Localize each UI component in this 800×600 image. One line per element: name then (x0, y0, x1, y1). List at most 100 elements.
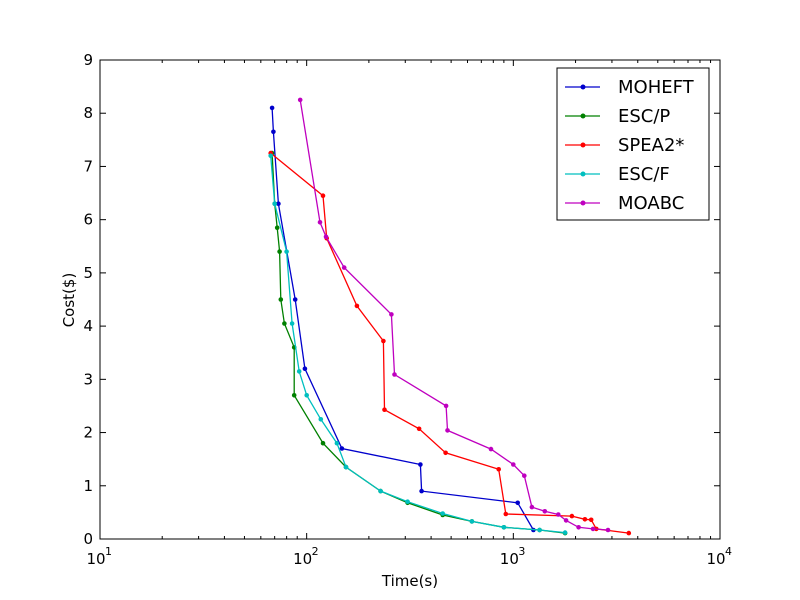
data-point (562, 530, 568, 535)
data-point (339, 446, 345, 451)
data-point (522, 473, 527, 479)
x-tick-label: 10 (293, 550, 312, 568)
x-tick-label: 10 (86, 550, 105, 568)
legend-label: MOABC (618, 193, 684, 214)
y-tick-label: 8 (83, 104, 93, 122)
x-tick-exponent: 1 (105, 545, 112, 558)
data-point (440, 511, 446, 516)
data-point (537, 527, 542, 533)
y-tick-label: 9 (83, 51, 93, 69)
legend-swatch-marker (580, 171, 586, 177)
y-tick-label: 5 (83, 264, 93, 282)
legend-swatch-marker (580, 113, 586, 119)
series-line (271, 153, 566, 534)
y-tick-label: 6 (83, 211, 93, 229)
data-point (272, 201, 278, 206)
data-point (378, 488, 383, 494)
series-line (270, 155, 566, 534)
data-point (542, 509, 548, 514)
data-point (284, 249, 289, 254)
y-tick-label: 0 (83, 530, 93, 548)
data-point (443, 450, 448, 456)
data-point (588, 517, 594, 523)
data-point (405, 499, 410, 505)
legend-entry: MOABC (565, 193, 684, 214)
legend-entry: ESC/F (565, 164, 670, 185)
data-point (291, 393, 297, 398)
data-point (382, 407, 387, 413)
x-tick-exponent: 3 (518, 545, 525, 558)
data-point (582, 517, 588, 522)
data-point (323, 234, 329, 239)
series-line (299, 99, 609, 531)
data-point (304, 393, 310, 398)
y-tick-label: 3 (83, 370, 93, 388)
data-point (343, 464, 349, 470)
x-tick-exponent: 2 (312, 545, 319, 558)
data-point (276, 201, 281, 206)
series-line (271, 107, 534, 531)
data-point (278, 297, 284, 302)
series-0 (269, 105, 536, 533)
y-tick-label: 7 (83, 157, 93, 175)
legend-label: MOHEFT (618, 77, 695, 98)
data-point (282, 321, 287, 326)
data-point (419, 488, 424, 494)
data-point (289, 321, 295, 326)
data-point (318, 417, 324, 422)
data-point (320, 193, 326, 198)
legend-entry: MOHEFT (565, 77, 695, 98)
series-2 (268, 150, 632, 536)
series-3 (268, 153, 568, 535)
series-layer (268, 97, 632, 536)
data-point (271, 129, 276, 135)
legend-label: SPEA2* (618, 135, 684, 156)
data-point (269, 105, 275, 111)
legend-label: ESC/F (618, 164, 670, 185)
data-point (556, 512, 561, 517)
x-tick-label: 10 (500, 550, 519, 568)
data-point (515, 500, 520, 506)
data-point (341, 265, 347, 270)
x-axis-label: Time(s) (381, 572, 438, 590)
data-point (334, 440, 340, 446)
data-point (268, 153, 274, 159)
data-point (354, 303, 360, 309)
plot-frame (99, 59, 721, 540)
data-point (576, 525, 581, 530)
data-point (445, 428, 450, 433)
data-point (626, 530, 632, 536)
data-point (416, 426, 422, 432)
data-point (529, 504, 535, 510)
legend-entry: SPEA2* (565, 135, 684, 156)
legend-swatch-marker (580, 84, 586, 90)
data-point (563, 518, 569, 523)
data-point (277, 249, 282, 254)
data-point (569, 513, 575, 519)
legend-entry: ESC/P (565, 106, 670, 127)
data-point (488, 446, 494, 452)
legend-swatch-marker (580, 200, 586, 206)
data-point (469, 519, 475, 524)
data-point (381, 338, 386, 344)
series-1 (269, 150, 568, 536)
data-point (296, 369, 302, 374)
data-point (590, 526, 596, 532)
y-tick-label: 4 (83, 317, 93, 335)
data-point (503, 511, 509, 517)
legend: MOHEFT ESC/P SPEA2* ESC/F MOABC (556, 67, 710, 221)
y-tick-label: 1 (83, 477, 93, 495)
legend-swatch-marker (580, 142, 586, 148)
legend-label: ESC/P (618, 106, 670, 127)
x-tick-exponent: 4 (725, 545, 732, 558)
data-point (297, 97, 303, 103)
series-4 (297, 97, 611, 533)
data-point (302, 366, 308, 372)
data-point (443, 403, 449, 409)
data-point (392, 372, 397, 377)
data-point (501, 525, 507, 530)
data-point (320, 440, 326, 446)
data-point (317, 220, 323, 225)
